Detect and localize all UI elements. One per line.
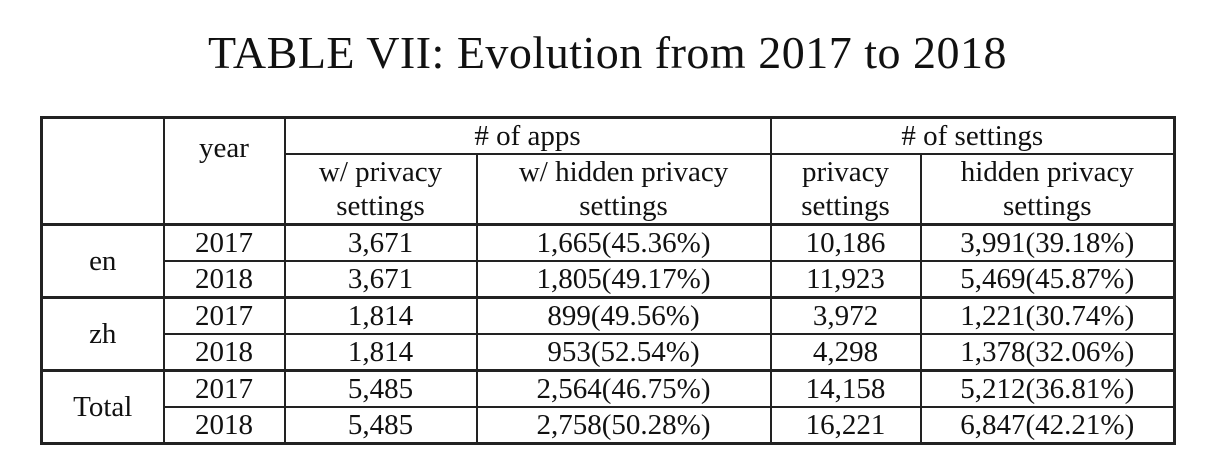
- header-col-apps-privacy-line2: settings: [283, 189, 478, 225]
- header-apps-group: # of apps: [283, 116, 772, 155]
- table-row: 2018 5,485 2,758(50.28%) 16,221 6,847(42…: [42, 406, 1177, 445]
- cell-settings-hidden: 1,221(30.74%): [919, 296, 1177, 334]
- header-row-2: w/ privacy w/ hidden privacy privacy hid…: [42, 154, 1177, 189]
- table-row: zh 2017 1,814 899(49.56%) 3,972 1,221(30…: [40, 296, 1177, 371]
- cell-settings-privacy: 16,221: [769, 406, 922, 445]
- cell-settings-privacy: 14,158: [769, 369, 922, 407]
- table-row: 2018 3,671 1,805(49.17%) 11,923 5,469(45…: [42, 260, 1177, 298]
- cell-settings-privacy: 4,298: [769, 333, 922, 371]
- cell-apps-hidden: 1,805(49.17%): [475, 260, 772, 298]
- evolution-table: year # of apps # of settings w/ privacy …: [40, 116, 1177, 445]
- cell-apps-privacy: 5,485: [283, 406, 478, 445]
- cell-apps-hidden: 899(49.56%): [475, 296, 772, 334]
- cell-settings-hidden: 5,212(36.81%): [919, 369, 1177, 407]
- cell-apps-hidden: 1,665(45.36%): [475, 223, 772, 261]
- cell-apps-hidden: 2,758(50.28%): [475, 406, 772, 445]
- header-col-apps-hidden-line1: w/ hidden privacy: [475, 154, 772, 189]
- group-label-total: Total: [40, 369, 165, 445]
- cell-settings-hidden: 6,847(42.21%): [919, 406, 1177, 445]
- header-col-apps-privacy-line1: w/ privacy: [283, 154, 478, 189]
- cell-settings-hidden: 5,469(45.87%): [919, 260, 1177, 298]
- group-label-zh: zh: [40, 296, 165, 371]
- table-row: en 2017 3,671 1,665(45.36%) 10,186 3,991…: [40, 223, 1177, 298]
- cell-apps-privacy: 1,814: [283, 333, 478, 371]
- header-row-3: settings settings settings settings: [42, 189, 1177, 225]
- row-year: 2018: [162, 260, 286, 298]
- cell-settings-hidden: 3,991(39.18%): [919, 223, 1177, 261]
- table-row: Total 2017 5,485 2,564(46.75%) 14,158 5,…: [40, 369, 1177, 445]
- cell-settings-privacy: 10,186: [769, 223, 922, 261]
- table-caption: TABLE VII: Evolution from 2017 to 2018: [208, 27, 1007, 78]
- row-year: 2018: [162, 333, 286, 371]
- cell-apps-hidden: 953(52.54%): [475, 333, 772, 371]
- group-label-en: en: [40, 223, 165, 298]
- cell-apps-hidden: 2,564(46.75%): [475, 369, 772, 407]
- header-settings-group: # of settings: [769, 116, 1177, 155]
- cell-apps-privacy: 1,814: [283, 296, 478, 334]
- cell-settings-privacy: 11,923: [769, 260, 922, 298]
- cell-apps-privacy: 5,485: [283, 369, 478, 407]
- header-col-settings-hidden-line2: settings: [919, 189, 1177, 225]
- header-col-settings-privacy-line2: settings: [769, 189, 922, 225]
- row-year: 2017: [162, 296, 286, 334]
- cell-apps-privacy: 3,671: [283, 260, 478, 298]
- header-col-apps-hidden-line2: settings: [475, 189, 772, 225]
- table-row: 2018 1,814 953(52.54%) 4,298 1,378(32.06…: [42, 333, 1177, 371]
- header-empty-cell: [40, 116, 165, 225]
- cell-settings-privacy: 3,972: [769, 296, 922, 334]
- row-year: 2018: [162, 406, 286, 445]
- cell-settings-hidden: 1,378(32.06%): [919, 333, 1177, 371]
- row-year: 2017: [162, 369, 286, 407]
- header-row-1: year # of apps # of settings: [40, 116, 1177, 225]
- row-year: 2017: [162, 223, 286, 261]
- header-col-settings-hidden-line1: hidden privacy: [919, 154, 1177, 189]
- header-year: year: [162, 116, 286, 225]
- cell-apps-privacy: 3,671: [283, 223, 478, 261]
- header-col-settings-privacy-line1: privacy: [769, 154, 922, 189]
